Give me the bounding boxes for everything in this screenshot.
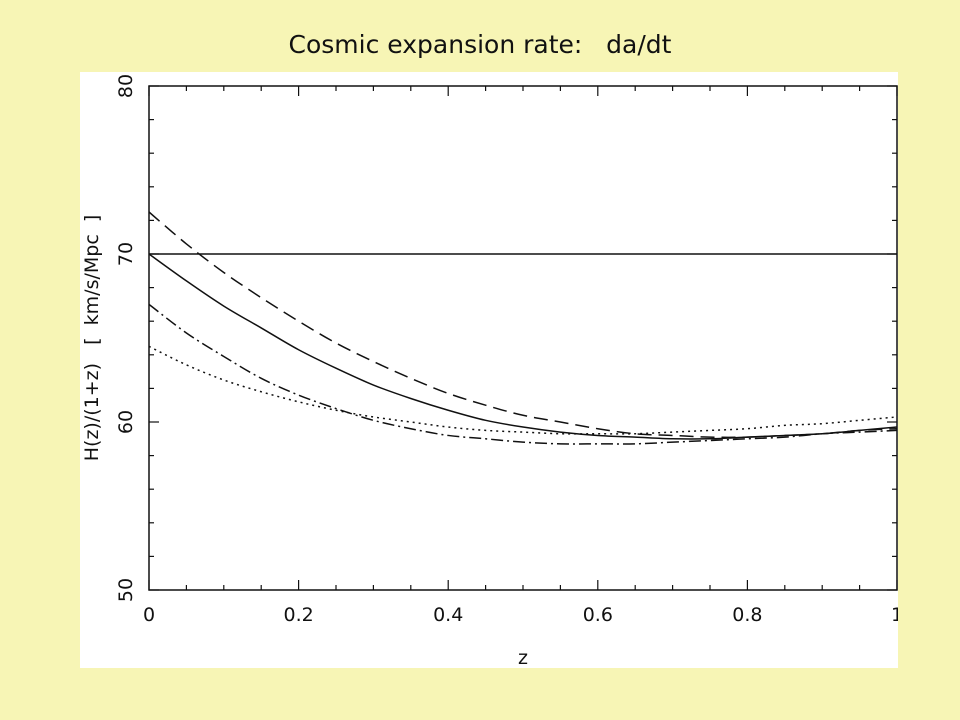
y-tick-label: 80 [115, 74, 137, 98]
x-tick-label: 0.4 [433, 604, 463, 626]
y-axis-label: H(z)/(1+z) [ km/s/Mpc ] [81, 215, 103, 462]
y-tick-label: 60 [115, 410, 137, 434]
series-line-dashed [148, 211, 898, 439]
axis-ticks: 0 0.2 0.4 0.6 0.8 1 50 60 70 80 [115, 74, 898, 626]
axis-labels: z H(z)/(1+z) [ km/s/Mpc ] [81, 215, 528, 668]
series-line-dotted [148, 345, 898, 435]
x-tick-label: 0.8 [732, 604, 762, 626]
series-line-dash-dot [148, 303, 898, 445]
slide-title: Cosmic expansion rate: da/dt [288, 30, 672, 59]
series-group [148, 211, 898, 445]
line-chart: 0 0.2 0.4 0.6 0.8 1 50 60 70 80 z H(z)/(1+z) [ km… [81, 74, 898, 668]
x-axis-label: z [518, 647, 528, 668]
series-line-solid [148, 253, 898, 440]
x-tick-label: 0.6 [583, 604, 613, 626]
y-tick-label: 50 [115, 578, 137, 602]
x-tick-label: 0.2 [283, 604, 313, 626]
plot-frame [148, 85, 898, 591]
x-tick-label: 0 [143, 604, 155, 626]
plot-panel: 0 0.2 0.4 0.6 0.8 1 50 60 70 80 z H(z)/(1+z) [ km… [80, 72, 898, 668]
x-tick-label: 1 [891, 604, 898, 626]
y-tick-label: 70 [115, 242, 137, 266]
